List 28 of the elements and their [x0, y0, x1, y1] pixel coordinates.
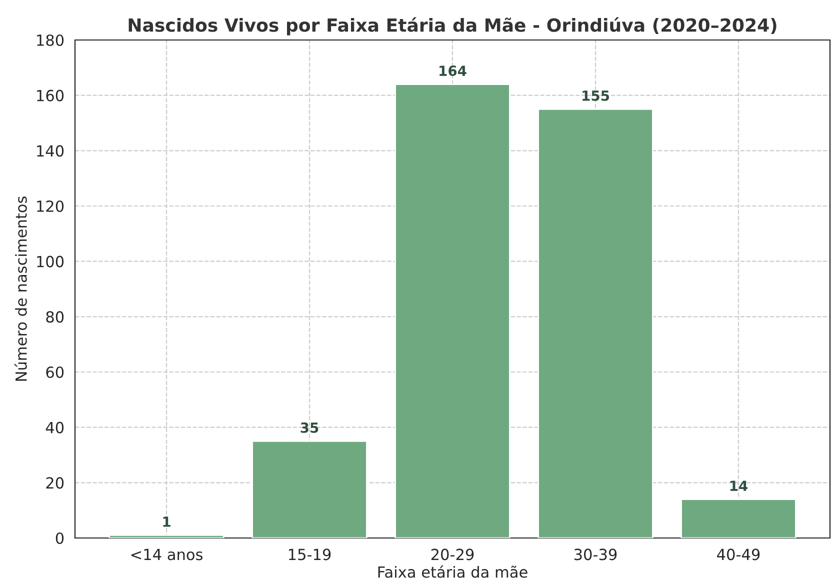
data-label: 1: [163, 516, 170, 527]
y-tick-label: 40: [46, 422, 64, 434]
y-tick-label: 120: [37, 200, 64, 212]
y-tick-label: 60: [46, 366, 64, 378]
x-tick-label: 40-49: [717, 548, 760, 560]
x-tick-label: 15-19: [288, 548, 331, 560]
y-tick-label: 160: [37, 90, 64, 102]
chart-title: Nascidos Vivos por Faixa Etária da Mãe - Orindiúva (2020–2024): [128, 17, 776, 36]
y-tick-label: 20: [46, 477, 64, 489]
bar: [108, 534, 224, 538]
data-label: 155: [582, 90, 610, 101]
data-label: 35: [300, 422, 318, 433]
y-tick-label: 80: [46, 311, 64, 323]
bar: [538, 108, 654, 538]
y-tick-label: 100: [37, 256, 64, 268]
y-axis-title: Número de nascimentos: [14, 196, 27, 381]
bar: [252, 440, 368, 538]
x-tick-label: 30-39: [574, 548, 617, 560]
y-tick-label: 180: [37, 34, 64, 46]
data-label: 14: [730, 480, 748, 491]
x-axis-title: Faixa etária da mãe: [378, 565, 528, 578]
y-tick-label: 140: [37, 145, 64, 157]
x-tick-label: 20-29: [431, 548, 474, 560]
bar: [680, 498, 796, 538]
x-tick-label: <14 anos: [131, 548, 202, 560]
bar: [394, 84, 510, 538]
y-tick-label: 0: [56, 532, 64, 544]
data-label: 164: [440, 66, 466, 76]
